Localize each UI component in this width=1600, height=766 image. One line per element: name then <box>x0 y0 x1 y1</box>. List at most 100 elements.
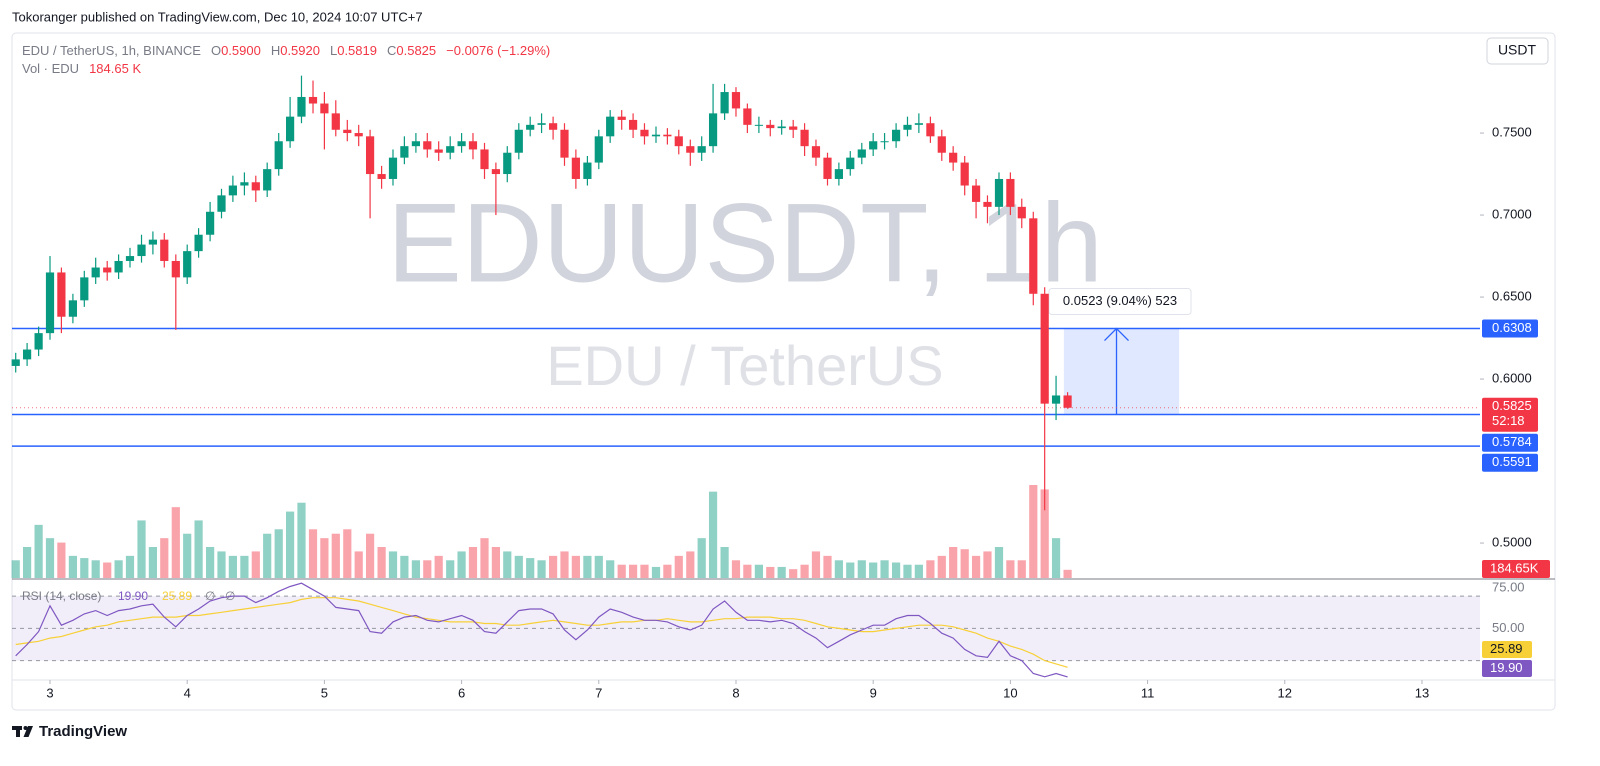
candle-body <box>834 169 843 179</box>
candle-body <box>468 141 478 150</box>
candle-body <box>1029 218 1038 294</box>
candle-body <box>514 129 523 153</box>
volume-bar <box>697 538 706 578</box>
candle-body <box>285 116 295 142</box>
candle-body <box>503 152 512 175</box>
candle-body <box>1051 395 1061 404</box>
volume-bar <box>777 566 786 578</box>
volume-bar <box>1006 560 1015 578</box>
volume-bar <box>285 511 295 578</box>
volume-bar <box>114 560 123 578</box>
volume-bar <box>308 529 318 578</box>
candle-body <box>1017 206 1026 219</box>
volume-bar <box>743 564 752 578</box>
volume-bar <box>617 564 626 578</box>
volume-label: 184.65K <box>1490 560 1539 575</box>
candle-body <box>263 169 272 191</box>
candle-body <box>571 157 580 179</box>
candle-body <box>274 141 283 170</box>
volume-bar <box>240 555 249 578</box>
volume-label-box <box>1482 560 1550 578</box>
price-label-box <box>1482 453 1538 472</box>
volume-bar <box>754 564 763 578</box>
candle-body <box>846 157 855 170</box>
ohlc-change: −0.0076 (−1.29%) <box>446 43 551 58</box>
volume-bar <box>640 564 649 578</box>
volume-bar <box>11 560 20 578</box>
candle-body <box>1006 178 1015 207</box>
candle-body <box>388 157 398 179</box>
volume-bar <box>137 520 146 578</box>
candle-body <box>743 108 752 125</box>
candle-body <box>400 146 409 158</box>
volume-bar <box>869 562 878 578</box>
volume-bar <box>34 524 43 578</box>
candle-body <box>983 201 992 207</box>
brand-name: TradingView <box>39 723 127 740</box>
volume-bar <box>537 560 546 578</box>
volume-bar <box>331 533 340 578</box>
x-tick-label: 6 <box>458 685 465 700</box>
candle-body <box>160 239 169 261</box>
volume-bar <box>1017 560 1026 578</box>
candle-body <box>880 141 889 143</box>
candle-body <box>137 244 146 257</box>
volume-bar <box>91 560 100 578</box>
candle-body <box>583 162 592 179</box>
measure-label: 0.0523 (9.04%) 523 <box>1063 293 1177 308</box>
rsi-legend-extra: ∅ <box>225 589 235 603</box>
volume-bar <box>971 555 981 578</box>
candle-body <box>628 119 638 130</box>
volume-bar <box>377 547 386 578</box>
candle-body <box>114 260 123 273</box>
volume-bar <box>45 538 55 578</box>
currency-button[interactable] <box>1486 37 1549 65</box>
candle-body <box>537 123 546 125</box>
rsi-line <box>15 582 1068 678</box>
watermark-subtitle: EDU / TetherUS <box>546 334 943 397</box>
volume-bar <box>937 555 946 578</box>
rsi-value-label: 19.90 <box>1490 660 1523 675</box>
candle-body <box>720 92 729 114</box>
price-label: 0.5784 <box>1492 434 1532 449</box>
candle-body <box>308 96 318 104</box>
candle-body <box>194 234 203 252</box>
volume-bar <box>880 560 889 578</box>
candle-body <box>343 129 352 134</box>
candle-body <box>731 92 741 109</box>
candle-body <box>480 149 489 170</box>
volume-bar <box>1063 569 1072 578</box>
ohlc-value: 0.5920 <box>280 43 320 58</box>
volume-bar <box>503 551 512 578</box>
rsi-ma-label-box <box>1482 641 1532 658</box>
volume-bar <box>343 529 352 578</box>
volume-bar <box>297 502 306 578</box>
candle-body <box>857 149 866 158</box>
candle-body <box>617 116 626 120</box>
volume-bar <box>57 542 66 578</box>
volume-bar <box>663 564 672 578</box>
candle-body <box>377 174 386 179</box>
candle-body <box>365 136 375 175</box>
volume-legend: Vol · EDU 184.65 K <box>22 60 550 78</box>
volume-bar <box>606 560 615 578</box>
candle-body <box>411 141 421 147</box>
rsi-legend: RSI (14, close) <box>22 589 101 603</box>
currency-button-label[interactable]: USDT <box>1498 42 1537 58</box>
volume-bar <box>1051 538 1061 578</box>
volume-bar <box>171 507 180 578</box>
candle-body <box>217 195 226 212</box>
candle-body <box>971 185 981 202</box>
candle-body <box>789 126 798 130</box>
candle-body <box>549 123 558 130</box>
candle-body <box>937 136 946 153</box>
x-tick-label: 11 <box>1141 685 1155 700</box>
ohlc-value: 0.5900 <box>221 43 261 58</box>
price-label: 0.5591 <box>1492 454 1532 469</box>
candle-body <box>869 141 878 150</box>
rsi-tick-label: 50.00 <box>1492 620 1525 635</box>
volume-bar <box>434 555 443 578</box>
candle-body <box>125 256 135 261</box>
volume-bar <box>457 551 466 578</box>
